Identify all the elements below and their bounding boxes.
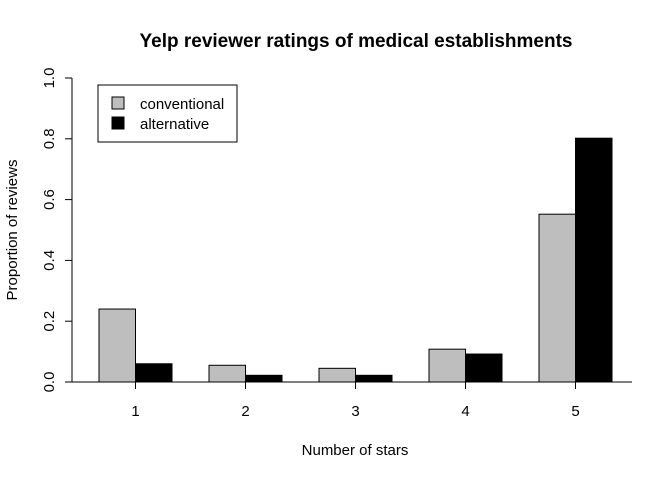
y-tick-label-0.8: 0.8 <box>41 128 58 149</box>
bar-conventional-4 <box>428 348 466 383</box>
y-ticks: 0.0 0.2 0.4 0.6 0.8 1.0 <box>41 68 72 393</box>
bar-alternative-5 <box>575 137 613 383</box>
x-axis-label: Number of stars <box>302 442 409 459</box>
legend-box <box>97 84 238 143</box>
y-tick-label-0.0: 0.0 <box>41 372 58 393</box>
bar-conventional-1 <box>98 308 136 383</box>
x-tick-label-4: 4 <box>461 403 469 420</box>
y-tick-label-0.4: 0.4 <box>41 250 58 271</box>
x-tick-label-2: 2 <box>241 403 249 420</box>
bar-alternative-4 <box>465 353 503 383</box>
legend: conventional alternative <box>97 84 238 143</box>
legend-swatch-conventional <box>111 96 125 110</box>
bar-alternative-1 <box>135 363 173 383</box>
legend-swatch-alternative <box>111 116 125 130</box>
y-tick-label-1.0: 1.0 <box>41 68 58 89</box>
bar-conventional-3 <box>318 367 356 383</box>
y-axis-label: Proportion of reviews <box>4 160 21 301</box>
y-tick-label-0.6: 0.6 <box>41 189 58 210</box>
legend-label-conventional: conventional <box>140 96 224 113</box>
bar-alternative-3 <box>355 374 393 383</box>
legend-label-alternative: alternative <box>140 116 209 133</box>
chart-title: Yelp reviewer ratings of medical establi… <box>140 31 573 52</box>
x-tick-label-5: 5 <box>571 403 579 420</box>
y-tick-label-0.2: 0.2 <box>41 311 58 332</box>
bar-conventional-2 <box>208 364 246 383</box>
x-tick-label-1: 1 <box>131 403 139 420</box>
bar-conventional-5 <box>538 213 576 383</box>
x-tick-label-3: 3 <box>351 403 359 420</box>
bar-alternative-2 <box>245 374 283 383</box>
bars <box>98 137 613 383</box>
x-ticks: 1 2 3 4 5 <box>131 382 580 420</box>
